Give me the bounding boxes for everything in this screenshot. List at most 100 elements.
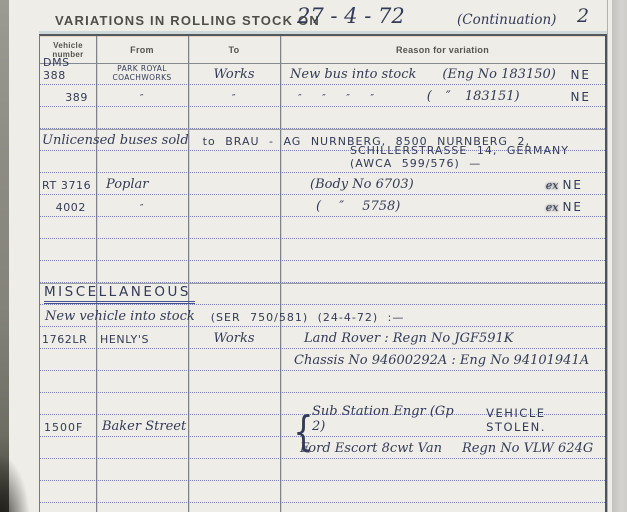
ex-mark: ex bbox=[545, 201, 559, 214]
spanning-note-cell: New vehicle into stock (SER 750/581) (24… bbox=[45, 305, 605, 327]
sold-note-script: Unlicensed buses sold bbox=[42, 133, 189, 148]
van-description: Ford Escort 8cwt Van bbox=[300, 441, 442, 456]
ruled-row-line bbox=[40, 437, 605, 459]
reason-cell: Ford Escort 8cwt Van Regn No VLW 624G bbox=[280, 437, 605, 459]
from-line1: PARK ROYAL bbox=[117, 64, 167, 73]
to-cell: Works bbox=[188, 327, 280, 349]
page-right-margin bbox=[612, 0, 627, 512]
column-divider-2 bbox=[188, 36, 189, 512]
reason-cell: Land Rover : Regn No JGF591K bbox=[280, 327, 605, 349]
from-cell: ″ bbox=[96, 195, 188, 217]
section-line bbox=[40, 129, 605, 130]
vehicle-number: 1762LR bbox=[42, 333, 88, 346]
ruled-row-line bbox=[40, 195, 605, 217]
from-cell: PARK ROYAL COACHWORKS bbox=[96, 63, 188, 85]
from-value: Poplar bbox=[106, 177, 149, 192]
to-value: Works bbox=[213, 67, 255, 82]
engine-number: ( ″ 183151) bbox=[426, 89, 520, 104]
from-cell: ″ bbox=[96, 85, 188, 107]
scan-corner-shadow bbox=[0, 456, 30, 512]
table-row-1762lr: 1762LR HENLY'S Works Land Rover : Regn N… bbox=[40, 327, 605, 349]
ruled-row-line bbox=[40, 371, 605, 393]
ruled-row-line bbox=[40, 239, 605, 261]
from-line2: COACHWORKS bbox=[112, 72, 172, 82]
ruled-row-line bbox=[40, 107, 605, 129]
table-row-1762lr-chassis: Chassis No 94600292A : Eng No 94101941A bbox=[40, 349, 605, 371]
vehicle-number-cell: 1500F bbox=[40, 415, 96, 437]
ruled-row-line bbox=[40, 503, 605, 512]
vehicle-number: DMS 388 bbox=[43, 56, 70, 82]
ruled-row-line bbox=[40, 415, 605, 437]
vehicle-number: 389 bbox=[65, 91, 88, 104]
page-edge-line bbox=[607, 0, 608, 512]
header-vehicle-line2: number bbox=[52, 49, 84, 59]
ruled-row-line bbox=[40, 349, 605, 371]
ruled-row-line bbox=[40, 393, 605, 415]
garage-code: NE bbox=[570, 68, 591, 82]
ditto-mark: ″ bbox=[139, 203, 145, 214]
chassis-engine-numbers: Chassis No 94600292A : Eng No 94101941A bbox=[294, 353, 590, 368]
ditto-marks: ″ ″ ″ ″ bbox=[298, 93, 375, 104]
header-underline bbox=[40, 63, 605, 64]
new-vehicle-script: New vehicle into stock bbox=[45, 309, 195, 324]
to-value: Works bbox=[213, 331, 255, 346]
stolen-detail-script: Sub Station Engr (Gp 2) bbox=[312, 404, 454, 434]
table-row-rt4002: 4002 ″ ( ″ 5758) ex NE bbox=[40, 195, 605, 217]
ruled-row-line bbox=[40, 217, 605, 239]
section-miscellaneous: MISCELLANEOUS bbox=[40, 283, 605, 305]
vehicle-number-cell: 1762LR bbox=[40, 327, 96, 349]
vehicle-number: 1500F bbox=[44, 421, 84, 434]
table-row-sold-note: Unlicensed buses sold to BRAU - AG NURNB… bbox=[40, 129, 605, 151]
header-vehicle-line1: Vehicle bbox=[53, 40, 83, 50]
header-from: From bbox=[130, 44, 154, 55]
ruled-lines bbox=[40, 63, 605, 512]
van-registration: Regn No VLW 624G bbox=[462, 441, 594, 456]
miscellaneous-heading: MISCELLANEOUS bbox=[44, 284, 195, 304]
table-row-dms388: DMS 388 PARK ROYAL COACHWORKS Works New … bbox=[40, 56, 605, 85]
vehicle-number-cell: 389 bbox=[40, 85, 96, 107]
from-cell: HENLY'S bbox=[96, 327, 188, 349]
table-row-dms389: 389 ″ ″ ″ ″ ″ ″ ( ″ 183151) NE bbox=[40, 85, 605, 107]
ruled-row-line bbox=[40, 63, 605, 85]
vehicle-number: 4002 bbox=[55, 201, 86, 214]
ex-mark: ex bbox=[545, 179, 559, 192]
reason-cell: (Body No 6703) ex NE bbox=[280, 173, 605, 195]
reason-cell: Sub Station Engr (Gp 2) VEHICLE STOLEN. bbox=[280, 404, 605, 437]
reason-cell: ″ ″ ″ ″ ( ″ 183151) NE bbox=[280, 85, 605, 107]
continuation-label: (Continuation) bbox=[457, 12, 557, 28]
body-number: ( ″ 5758) bbox=[316, 199, 401, 214]
sold-note-caps: to BRAU - AG NURNBERG, 8500 NURNBERG 2, bbox=[202, 135, 530, 148]
scan-left-edge-shadow bbox=[0, 0, 9, 512]
ledger-page: VARIATIONS IN ROLLING STOCK ON 27 - 4 - … bbox=[9, 0, 627, 512]
garage-code: NE bbox=[570, 90, 591, 104]
ex-garage-note: ex NE bbox=[546, 200, 583, 214]
body-number: (Body No 6703) bbox=[310, 177, 414, 192]
table-row-new-vehicle: New vehicle into stock (SER 750/581) (24… bbox=[40, 305, 605, 327]
vehicle-number-cell: RT 3716 bbox=[40, 173, 96, 195]
new-vehicle-ref: (SER 750/581) (24-4-72) :— bbox=[210, 311, 405, 324]
from-cell: Baker Street bbox=[96, 415, 188, 437]
table-row-sold-note-2: SCHILLERSTRASSE 14, GERMANY (AWCA 599/57… bbox=[40, 144, 605, 173]
spanning-note-cell: Unlicensed buses sold to BRAU - AG NURNB… bbox=[42, 129, 605, 151]
variations-table: Vehicle number From To Reason for variat… bbox=[39, 34, 607, 512]
brace-mark: { bbox=[293, 407, 314, 456]
to-cell: Works bbox=[188, 63, 280, 85]
section-line bbox=[40, 283, 605, 284]
engine-number: (Eng No 183150) bbox=[442, 67, 556, 82]
header-to: To bbox=[228, 44, 240, 55]
ruled-row-line bbox=[40, 129, 605, 151]
ruled-row-line bbox=[40, 85, 605, 107]
ruled-row-line bbox=[40, 481, 605, 503]
table-row-1500f: { 1500F Baker Street Sub Station Engr (G… bbox=[40, 404, 605, 454]
ruled-row-line bbox=[40, 173, 605, 195]
column-divider-1 bbox=[96, 36, 97, 512]
vehicle-number-cell: DMS 388 bbox=[40, 56, 96, 85]
table-row-rt3716: RT 3716 Poplar (Body No 6703) ex NE bbox=[40, 173, 605, 195]
ex-garage-note: ex NE bbox=[546, 178, 583, 192]
column-divider-3 bbox=[280, 36, 281, 512]
ruled-row-line bbox=[40, 305, 605, 327]
table-row-1500f-van: Ford Escort 8cwt Van Regn No VLW 624G bbox=[40, 437, 605, 459]
sold-address: SCHILLERSTRASSE 14, GERMANY (AWCA 599/57… bbox=[350, 144, 569, 170]
ditto-mark: ″ bbox=[139, 93, 145, 104]
